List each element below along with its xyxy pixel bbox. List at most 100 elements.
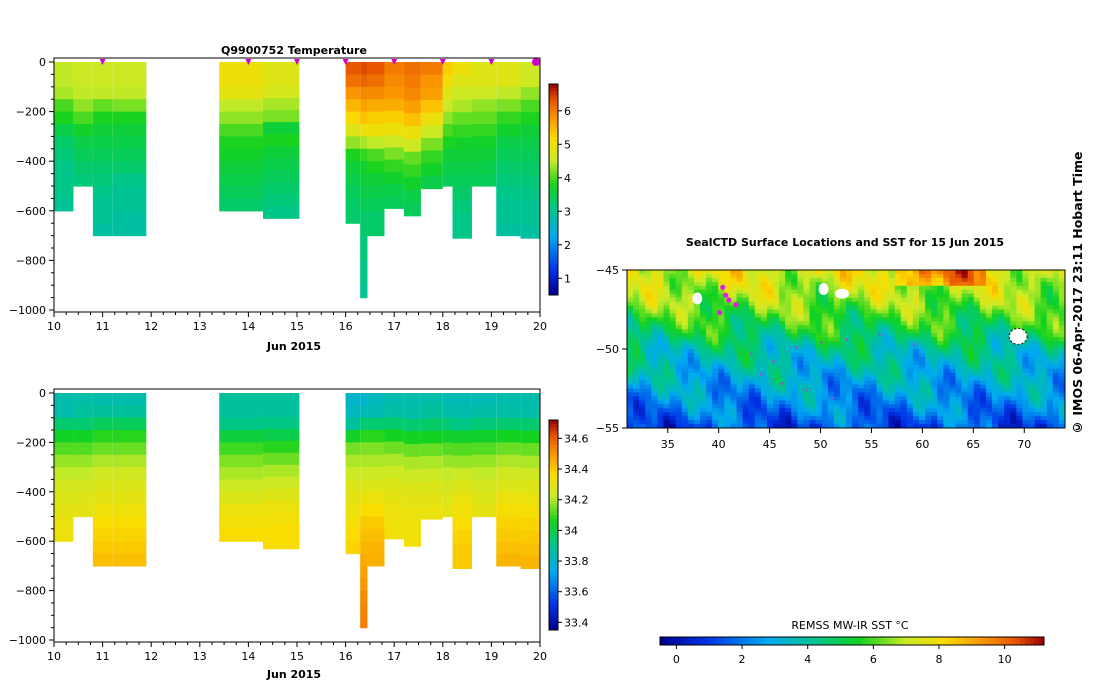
sst-cell bbox=[651, 337, 658, 342]
sst-cell bbox=[1046, 305, 1054, 310]
sst-cell bbox=[1004, 285, 1011, 291]
sst-cell bbox=[791, 333, 798, 338]
sst-cell bbox=[645, 321, 652, 326]
sst-cell bbox=[1028, 321, 1035, 326]
sst-cell bbox=[1052, 270, 1060, 275]
sst-cell bbox=[979, 333, 987, 338]
sst-cell bbox=[992, 317, 999, 322]
sst-cell bbox=[870, 341, 877, 346]
sst-cell bbox=[1022, 297, 1029, 302]
sst-cell bbox=[627, 384, 634, 389]
sst-cell bbox=[943, 281, 950, 287]
profile-cell bbox=[496, 467, 521, 481]
sst-cell bbox=[791, 349, 798, 354]
sst-cell bbox=[754, 305, 762, 310]
sst-cell bbox=[627, 329, 634, 334]
sst-cell bbox=[827, 301, 835, 306]
sst-cell bbox=[937, 372, 944, 378]
sst-cell bbox=[943, 309, 950, 314]
sst-cell bbox=[912, 352, 920, 358]
profile-cell bbox=[360, 210, 368, 224]
sst-cell bbox=[992, 392, 999, 397]
sst-cell bbox=[827, 388, 835, 393]
sst-cell bbox=[766, 412, 774, 417]
sst-cell bbox=[1040, 360, 1048, 366]
sst-cell bbox=[888, 352, 896, 358]
sst-cell bbox=[687, 388, 695, 393]
colorbar-segment bbox=[938, 637, 944, 645]
sst-cell bbox=[985, 424, 993, 428]
profile-cell bbox=[112, 198, 147, 212]
sst-cell bbox=[687, 297, 695, 302]
sst-cell bbox=[809, 360, 816, 366]
sst-cell bbox=[846, 329, 853, 334]
profile-cell bbox=[520, 112, 540, 126]
sst-cell bbox=[1046, 293, 1054, 299]
profile-cell bbox=[367, 405, 385, 419]
sst-cell bbox=[785, 400, 792, 405]
sst-cell bbox=[779, 356, 786, 362]
profile-cell bbox=[384, 429, 404, 443]
sst-cell bbox=[1040, 412, 1048, 417]
sst-cell bbox=[736, 277, 743, 283]
sst-cell bbox=[1004, 376, 1011, 381]
profile-cell bbox=[92, 124, 113, 137]
colorbar-segment bbox=[794, 637, 800, 645]
sst-cell bbox=[919, 325, 926, 330]
profile-cell bbox=[442, 491, 453, 505]
profile-cell bbox=[384, 417, 404, 431]
colorbar-tick-label: 34.4 bbox=[564, 463, 589, 476]
profile-cell bbox=[384, 490, 404, 503]
colorbar-segment bbox=[549, 525, 558, 529]
sst-cell bbox=[809, 424, 816, 428]
seal-location bbox=[717, 310, 723, 316]
sst-cell bbox=[663, 412, 670, 417]
colorbar-segment bbox=[549, 242, 558, 247]
sst-cell bbox=[852, 321, 859, 326]
sst-cell bbox=[706, 388, 713, 393]
profile-cell bbox=[73, 467, 93, 481]
sst-cell bbox=[846, 337, 853, 342]
sst-cell bbox=[949, 317, 956, 322]
colorbar-segment bbox=[698, 637, 704, 645]
sst-cell bbox=[998, 289, 1005, 295]
x-tick-label: 10 bbox=[47, 650, 61, 663]
sst-cell bbox=[657, 412, 664, 417]
profile-cell bbox=[496, 393, 521, 406]
sst-cell bbox=[773, 349, 780, 354]
profile-cell bbox=[219, 148, 263, 162]
sst-cell bbox=[797, 384, 804, 389]
sst-cell bbox=[730, 412, 737, 417]
sst-cell bbox=[1040, 345, 1048, 350]
kerguelen-island bbox=[1008, 327, 1028, 345]
sst-cell bbox=[992, 277, 999, 283]
sst-cell bbox=[1052, 360, 1060, 366]
colorbar-tick-label: 34.2 bbox=[564, 494, 589, 507]
sst-cell bbox=[645, 412, 652, 417]
sst-cell bbox=[846, 321, 853, 326]
sst-cell bbox=[693, 384, 701, 389]
sst-cell bbox=[1016, 289, 1023, 295]
sst-cell bbox=[858, 408, 865, 413]
sst-cell bbox=[651, 313, 658, 318]
sst-cell bbox=[730, 376, 737, 381]
sst-cell bbox=[773, 380, 780, 385]
sst-cell bbox=[663, 333, 670, 338]
sst-cell bbox=[827, 305, 835, 310]
profile-cell bbox=[345, 454, 361, 468]
profile-cell bbox=[384, 502, 404, 516]
sst-cell bbox=[627, 360, 634, 366]
colorbar-segment bbox=[808, 637, 815, 645]
sst-cell bbox=[870, 289, 877, 295]
sst-cell bbox=[693, 392, 701, 397]
sst-cell bbox=[1010, 400, 1017, 405]
sst-cell bbox=[882, 376, 889, 381]
sst-cell bbox=[949, 360, 956, 366]
profile-cell bbox=[367, 442, 385, 456]
sst-cell bbox=[985, 305, 993, 310]
profile-cell bbox=[496, 210, 521, 224]
colorbar-segment bbox=[674, 637, 680, 645]
sst-cell bbox=[998, 352, 1005, 358]
profile-cell bbox=[520, 87, 540, 101]
profile-cell bbox=[367, 454, 385, 468]
